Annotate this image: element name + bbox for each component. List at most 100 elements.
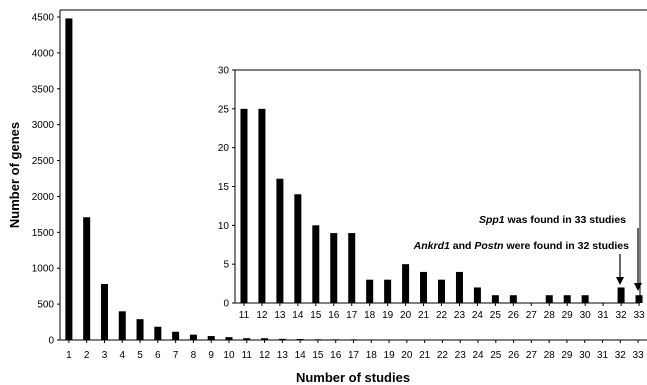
inset-bar [420,271,428,303]
inset-y-tick-label: 0 [223,299,229,310]
main-y-tick-label: 4500 [32,13,55,24]
inset-x-tick-label: 20 [400,310,412,321]
inset-x-tick-label: 24 [472,310,484,321]
main-x-tick-label: 30 [579,350,591,361]
inset-x-tick-label: 33 [633,310,645,321]
inset-x-tick-label: 21 [418,310,430,321]
inset-bar [617,287,625,303]
inset-x-tick-label: 31 [598,310,610,321]
inset-x-tick-label: 22 [436,310,448,321]
annotation-ankrd1-postn: Ankrd1 and Postn were found in 32 studie… [413,240,629,252]
main-bar [100,284,108,340]
main-y-tick-label: 0 [48,336,54,347]
main-bar [136,319,144,340]
main-y-tick-label: 500 [37,300,54,311]
main-bar [189,334,197,340]
main-x-tick-label: 4 [119,350,125,361]
inset-x-tick-label: 14 [292,310,304,321]
main-x-tick-label: 3 [102,350,108,361]
inset-bar [473,287,481,303]
inset-bar [366,279,374,303]
inset-y-tick-label: 5 [223,260,229,271]
main-bar [314,339,322,340]
inset-bar [276,178,284,303]
main-bar [225,337,233,340]
main-x-tick-label: 29 [561,350,573,361]
main-x-tick-label: 33 [633,350,645,361]
inset-y-tick-label: 10 [218,221,230,232]
main-x-tick-label: 16 [330,350,342,361]
inset-x-tick-label: 18 [364,310,376,321]
main-bar [261,338,269,340]
inset-bar [581,295,589,303]
inset-x-tick-label: 16 [328,310,340,321]
main-x-tick-label: 2 [84,350,90,361]
inset-x-tick-label: 30 [580,310,592,321]
inset-x-tick-label: 13 [274,310,286,321]
annotation-spp1: Spp1 was found in 33 studies [479,214,626,226]
inset-x-tick-label: 12 [256,310,268,321]
main-y-tick-label: 1500 [32,228,55,239]
inset-x-tick-label: 15 [310,310,322,321]
main-x-tick-label: 31 [597,350,609,361]
main-x-tick-label: 20 [401,350,413,361]
main-x-tick-label: 14 [295,350,307,361]
inset-y-tick-label: 30 [218,66,230,77]
inset-y-tick-label: 20 [218,143,230,154]
inset-bar [330,233,338,303]
main-x-tick-label: 32 [615,350,627,361]
inset-bar [438,279,445,303]
main-y-tick-label: 4000 [32,48,55,59]
inset-bar [545,295,553,303]
inset-x-tick-label: 32 [616,310,628,321]
main-x-tick-label: 13 [277,350,289,361]
inset-x-tick-label: 27 [526,310,538,321]
inset-x-tick-label: 26 [508,310,520,321]
main-y-tick-label: 1000 [32,264,55,275]
main-bar [332,339,340,340]
main-y-tick-label: 3500 [32,84,55,95]
main-x-tick-label: 10 [223,350,235,361]
main-x-tick-label: 23 [455,350,467,361]
inset-y-tick-label: 25 [218,104,230,115]
main-bar [207,336,215,340]
main-bar [243,338,251,340]
inset-bar [509,295,517,303]
main-bar [350,339,357,340]
inset-background [235,70,640,303]
arrow-to-33 [634,228,642,291]
main-x-tick-label: 24 [472,350,484,361]
main-y-tick-label: 3000 [32,120,55,131]
inset-bar [312,225,320,303]
main-x-tick-label: 26 [508,350,520,361]
inset-y-tick-label: 15 [218,182,230,193]
inset-x-tick-label: 17 [346,310,358,321]
inset-bar [491,295,499,303]
inset-x-tick-label: 11 [239,310,250,321]
main-x-tick-label: 15 [312,350,324,361]
main-x-tick-label: 11 [242,350,253,361]
inset-bar [635,295,643,303]
inset-bar [402,264,410,303]
inset-x-tick-label: 25 [490,310,502,321]
x-axis-title: Number of studies [296,370,410,385]
inset-bar [563,295,571,303]
main-x-tick-label: 25 [490,350,502,361]
main-bar [65,18,73,340]
main-bar [154,326,162,340]
main-x-tick-label: 5 [137,350,143,361]
inset-bar [348,233,356,303]
main-x-tick-label: 12 [259,350,271,361]
main-x-tick-label: 28 [544,350,556,361]
y-axis-title: Number of genes [7,122,22,228]
main-bar [172,331,180,340]
main-x-tick-label: 21 [419,350,431,361]
main-x-tick-label: 22 [437,350,449,361]
main-x-tick-label: 17 [348,350,360,361]
main-x-tick-label: 1 [66,350,72,361]
inset-bar [384,279,392,303]
main-x-tick-label: 27 [526,350,538,361]
main-x-tick-label: 8 [191,350,197,361]
